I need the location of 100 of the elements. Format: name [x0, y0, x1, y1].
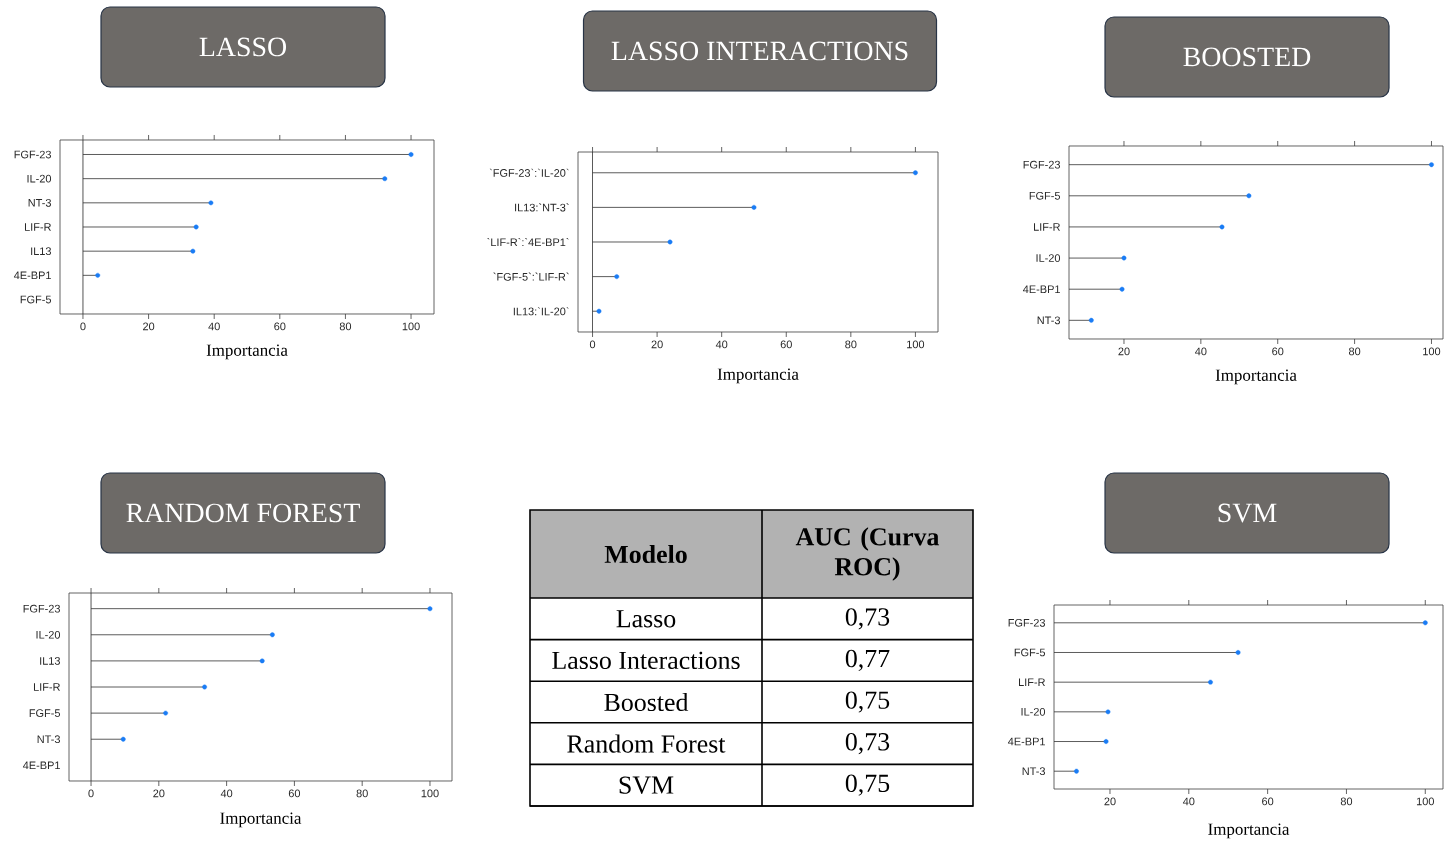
text: 0,73 — [845, 732, 890, 755]
y-tick-label: IL13 — [40, 657, 60, 665]
point — [163, 710, 168, 716]
y-tick-label: IL13:`NT-3` — [515, 203, 569, 212]
category-label: Random Forest — [567, 734, 726, 753]
text: AUC (Curva ROC) — [795, 527, 940, 581]
x-tick-label: 80 — [1348, 347, 1361, 356]
point — [382, 176, 388, 182]
point — [1235, 650, 1241, 655]
x-tick-label: 0 — [589, 340, 596, 349]
chart-title: RANDOM FOREST — [126, 503, 360, 523]
point — [1105, 709, 1111, 715]
y-tick-label: FGF-5 — [1029, 191, 1061, 200]
text: Modelo — [604, 544, 687, 564]
y-tick-label: NT-3 — [28, 198, 51, 207]
category-label: Boosted — [604, 692, 689, 712]
x-tick-label: 20 — [1104, 797, 1116, 806]
point — [408, 152, 414, 157]
y-tick-label: FGF-5 — [29, 709, 61, 717]
point — [208, 200, 214, 206]
chart-title: BOOSTED — [1183, 47, 1311, 67]
y-tick-label: LIF-R — [33, 683, 60, 691]
text: 0,75 — [845, 774, 890, 796]
y-tick-label: 4E-BP1 — [1022, 285, 1060, 293]
y-tick-label: LIF-R — [1034, 223, 1060, 231]
y-tick-label: IL-20 — [27, 174, 52, 183]
y-tick-label: IL-20 — [36, 630, 61, 639]
chart-title: LASSO — [199, 37, 287, 57]
y-tick-label: IL13:`IL-20` — [513, 307, 569, 316]
point — [667, 239, 673, 245]
y-tick-label: `LIF-R`:`4E-BP1` — [487, 237, 569, 247]
y-tick-label: 4E-BP1 — [13, 271, 51, 280]
point — [596, 308, 602, 314]
point — [1074, 768, 1079, 774]
text: 0,77 — [845, 649, 890, 672]
x-tick-label: 80 — [356, 789, 368, 798]
category-label: Lasso Interactions — [552, 651, 740, 670]
y-tick-label: IL-20 — [1036, 254, 1061, 262]
x-axis-title: Importancia — [717, 368, 799, 384]
x-tick-label: 60 — [288, 789, 301, 798]
point — [1119, 286, 1125, 292]
x-tick-label: 20 — [153, 789, 165, 798]
y-tick-label: `FGF-23`:`IL-20` — [489, 168, 569, 177]
point — [1103, 739, 1109, 744]
x-tick-label: 60 — [1272, 347, 1284, 356]
x-tick-label: 80 — [845, 340, 857, 349]
point — [427, 606, 433, 612]
x-tick-label: 100 — [1416, 797, 1434, 806]
y-tick-label: FGF-23 — [1023, 160, 1061, 169]
x-tick-label: 60 — [780, 340, 792, 349]
x-tick-label: 40 — [1182, 797, 1195, 806]
y-tick-label: `FGF-5`:`LIF-R` — [493, 272, 569, 281]
chart-title: LASSO INTERACTIONS — [611, 41, 908, 61]
category-label: Lasso — [616, 610, 676, 628]
point — [269, 632, 275, 638]
point — [120, 736, 126, 742]
y-tick-label: NT-3 — [1037, 316, 1061, 325]
x-tick-label: 80 — [339, 322, 352, 331]
x-tick-label: 20 — [1118, 347, 1130, 356]
x-tick-label: 40 — [1195, 347, 1207, 356]
text: 0,73 — [845, 608, 890, 630]
y-tick-label: 4E-BP1 — [1007, 737, 1045, 746]
point — [751, 204, 757, 210]
y-tick-label: FGF-23 — [23, 604, 60, 613]
chart-title: SVM — [1218, 503, 1277, 523]
category-label: SVM — [619, 776, 674, 794]
point — [1246, 193, 1252, 199]
x-tick-label: 20 — [143, 322, 155, 331]
x-tick-label: 0 — [88, 789, 94, 798]
x-tick-label: 100 — [402, 322, 420, 331]
x-tick-label: 80 — [1340, 797, 1353, 806]
x-tick-label: 0 — [80, 322, 86, 331]
y-tick-label: FGF-5 — [1014, 648, 1046, 657]
y-tick-label: IL13 — [31, 247, 51, 256]
x-tick-label: 40 — [208, 322, 220, 331]
y-tick-label: FGF-5 — [20, 295, 52, 304]
point — [1088, 317, 1094, 323]
y-tick-label: LIF-R — [24, 223, 51, 231]
y-tick-label: NT-3 — [37, 735, 60, 744]
text: 0,75 — [845, 691, 890, 713]
y-tick-label: 4E-BP1 — [22, 761, 60, 770]
x-axis-title: Importancia — [220, 812, 302, 828]
x-tick-label: 60 — [274, 322, 286, 331]
point — [614, 274, 620, 280]
x-tick-label: 100 — [907, 340, 925, 349]
x-tick-label: 40 — [715, 340, 728, 349]
point — [1422, 620, 1428, 626]
y-tick-label: FGF-23 — [1008, 618, 1046, 627]
y-tick-label: LIF-R — [1019, 678, 1045, 686]
x-tick-label: 100 — [1423, 347, 1441, 356]
point — [193, 224, 199, 230]
point — [1219, 224, 1225, 230]
x-tick-label: 20 — [651, 340, 663, 349]
point — [1208, 679, 1213, 685]
x-tick-label: 60 — [1262, 797, 1274, 806]
point — [259, 658, 265, 664]
point — [190, 248, 196, 254]
point — [913, 170, 918, 176]
x-tick-label: 40 — [220, 789, 233, 798]
point — [1429, 162, 1434, 168]
